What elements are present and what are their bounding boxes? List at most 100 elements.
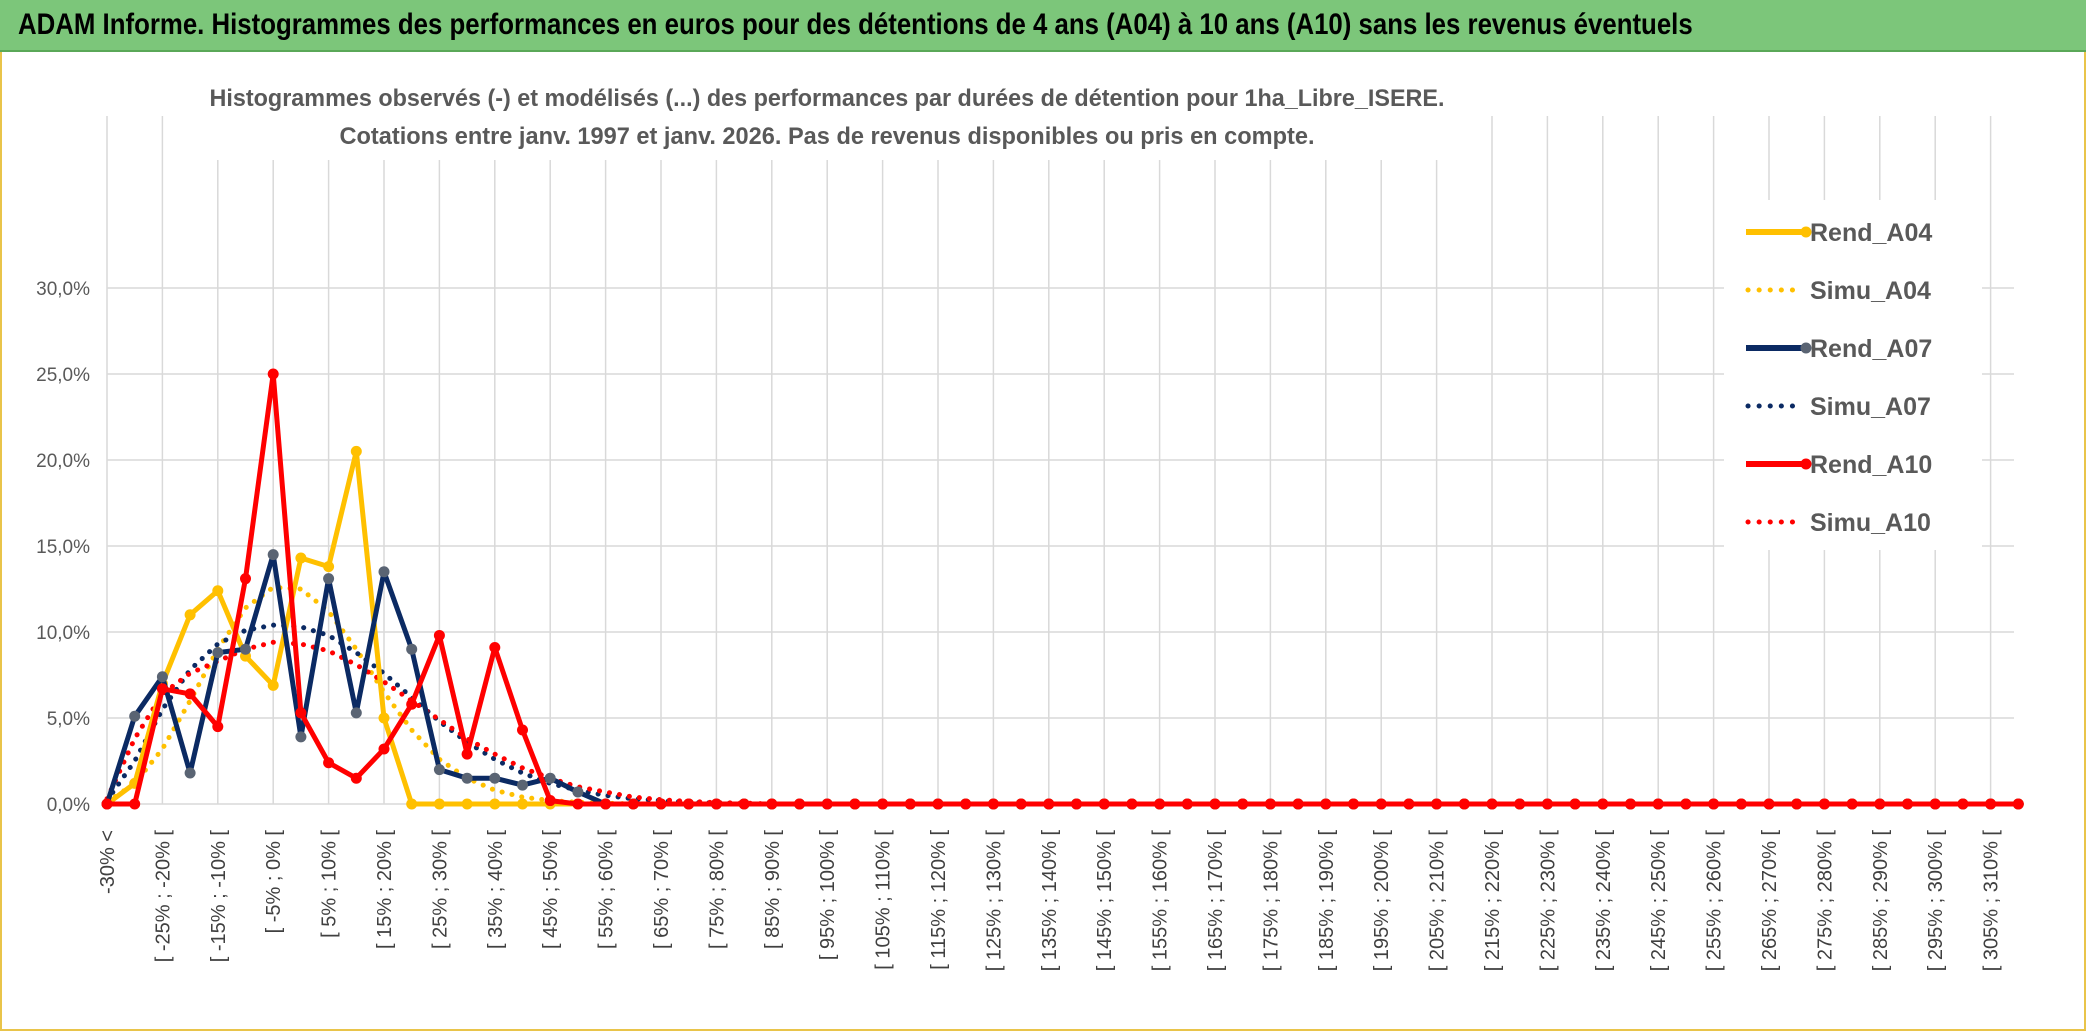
data-point <box>378 566 390 578</box>
data-point <box>1015 798 1027 810</box>
x-tick-label: [ 105% ; 110% [ <box>873 830 895 970</box>
data-point <box>240 573 251 585</box>
data-point <box>212 585 224 597</box>
x-tick-label: [ 185% ; 190% [ <box>1316 830 1338 972</box>
x-tick-label: [ -5% ; 0% [ <box>263 830 285 934</box>
x-tick-label: [ 295% ; 300% [ <box>1925 830 1947 972</box>
series-line <box>107 371 2019 807</box>
x-tick-label: [ 255% ; 260% [ <box>1704 830 1726 972</box>
data-point <box>1237 798 1249 810</box>
data-point <box>295 552 307 564</box>
chart-title-line-2: Cotations entre janv. 1997 et janv. 2026… <box>340 123 1315 150</box>
data-point <box>212 647 224 659</box>
report-title: ADAM Informe. Histogrammes des performan… <box>18 8 1693 41</box>
data-point <box>932 798 944 810</box>
data-point <box>987 798 999 810</box>
x-tick-label: [ 115% ; 120% [ <box>928 830 950 970</box>
data-point <box>406 643 418 655</box>
data-point <box>517 779 528 791</box>
legend: Rend_A04 Simu_A04 Rend_A07 Simu_A07 Rend_A10… <box>1745 219 1932 537</box>
data-point <box>101 798 113 810</box>
data-point <box>461 798 473 810</box>
data-point <box>461 772 473 784</box>
data-point <box>1348 798 1359 810</box>
data-point <box>517 798 528 810</box>
data-point <box>378 712 390 724</box>
data-point <box>1514 798 1526 810</box>
x-tick-label: [ 95% ; 100% [ <box>817 830 839 961</box>
data-point <box>1652 798 1664 810</box>
y-tick-label: 30,0% <box>36 279 90 300</box>
data-point <box>738 798 750 810</box>
data-point <box>129 798 141 810</box>
data-point <box>1708 798 1720 810</box>
x-tick-label: [ 175% ; 180% [ <box>1260 830 1282 972</box>
data-point <box>766 798 778 810</box>
series-Simu_A10 <box>104 639 2021 807</box>
data-point <box>1486 798 1498 810</box>
data-point <box>572 798 584 810</box>
data-point <box>489 798 501 810</box>
data-point <box>184 688 196 700</box>
data-point <box>1320 798 1332 810</box>
data-point <box>1264 798 1276 810</box>
data-point <box>489 641 501 653</box>
y-tick-label: 15,0% <box>36 537 90 558</box>
x-tick-label: [ 265% ; 270% [ <box>1759 830 1781 972</box>
x-tick-label: [ 285% ; 290% [ <box>1870 830 1892 972</box>
legend-label: Rend_A10 <box>1810 451 1932 479</box>
legend-label: Simu_A07 <box>1810 393 1931 421</box>
data-point <box>1071 798 1082 810</box>
performance-histogram-chart: 0,0% 5,0% 10,0% 15,0% 20,0% 25,0% 30,0% -30% <… <box>36 74 2024 972</box>
data-point <box>1957 798 1969 810</box>
data-point <box>406 798 418 810</box>
x-tick-label: [ 145% ; 150% [ <box>1094 830 1116 972</box>
data-point <box>1458 798 1470 810</box>
x-tick-label: [ 215% ; 220% [ <box>1482 830 1504 972</box>
x-axis-tick-labels: -30% < [ -25% ; -20% [[ -15% ; -10% [[ -5… <box>97 830 2003 972</box>
data-point <box>350 772 362 784</box>
data-point <box>433 764 445 776</box>
data-point <box>433 798 445 810</box>
data-point <box>406 698 418 710</box>
chart-frame: 0,0% 5,0% 10,0% 15,0% 20,0% 25,0% 30,0% -30% <… <box>0 52 2086 1031</box>
data-point <box>1569 798 1581 810</box>
x-tick-label: [ 275% ; 280% [ <box>1814 830 1836 972</box>
data-point <box>1985 798 1997 810</box>
chart-title-background <box>197 74 1452 160</box>
data-point <box>267 549 279 561</box>
legend-item: Rend_A10 <box>1746 451 1932 479</box>
y-tick-label: 0,0% <box>47 795 90 816</box>
x-tick-label: [ 155% ; 160% [ <box>1150 830 1172 972</box>
data-point <box>1680 798 1692 810</box>
data-point <box>1292 798 1304 810</box>
data-point <box>683 798 695 810</box>
x-tick-label: [ 5% ; 10% [ <box>319 830 341 938</box>
data-point <box>212 721 224 733</box>
y-tick-label: 5,0% <box>47 709 90 730</box>
legend-item: Simu_A04 <box>1745 277 1931 305</box>
data-point <box>267 368 279 380</box>
data-point <box>1098 798 1110 810</box>
legend-background <box>1724 200 1982 550</box>
x-tick-label: [ 25% ; 30% [ <box>429 830 451 949</box>
legend-label: Simu_A04 <box>1810 277 1931 305</box>
data-point <box>794 798 805 810</box>
series-line <box>104 639 2021 807</box>
x-tick-label: [ 45% ; 50% [ <box>540 830 562 949</box>
series-line <box>104 552 2019 807</box>
data-point <box>655 798 667 810</box>
legend-item: Rend_A04 <box>1746 219 1932 247</box>
data-point <box>1625 798 1636 810</box>
data-point <box>461 748 473 760</box>
data-point <box>517 724 528 736</box>
x-tick-label: [ 135% ; 140% [ <box>1039 830 1061 972</box>
data-point <box>821 798 833 810</box>
series-lines <box>101 368 2024 810</box>
grid-lines <box>106 116 2014 805</box>
data-point <box>323 573 335 585</box>
data-point <box>295 731 307 743</box>
data-point <box>1375 798 1387 810</box>
data-point <box>1043 798 1055 810</box>
data-point <box>849 798 861 810</box>
